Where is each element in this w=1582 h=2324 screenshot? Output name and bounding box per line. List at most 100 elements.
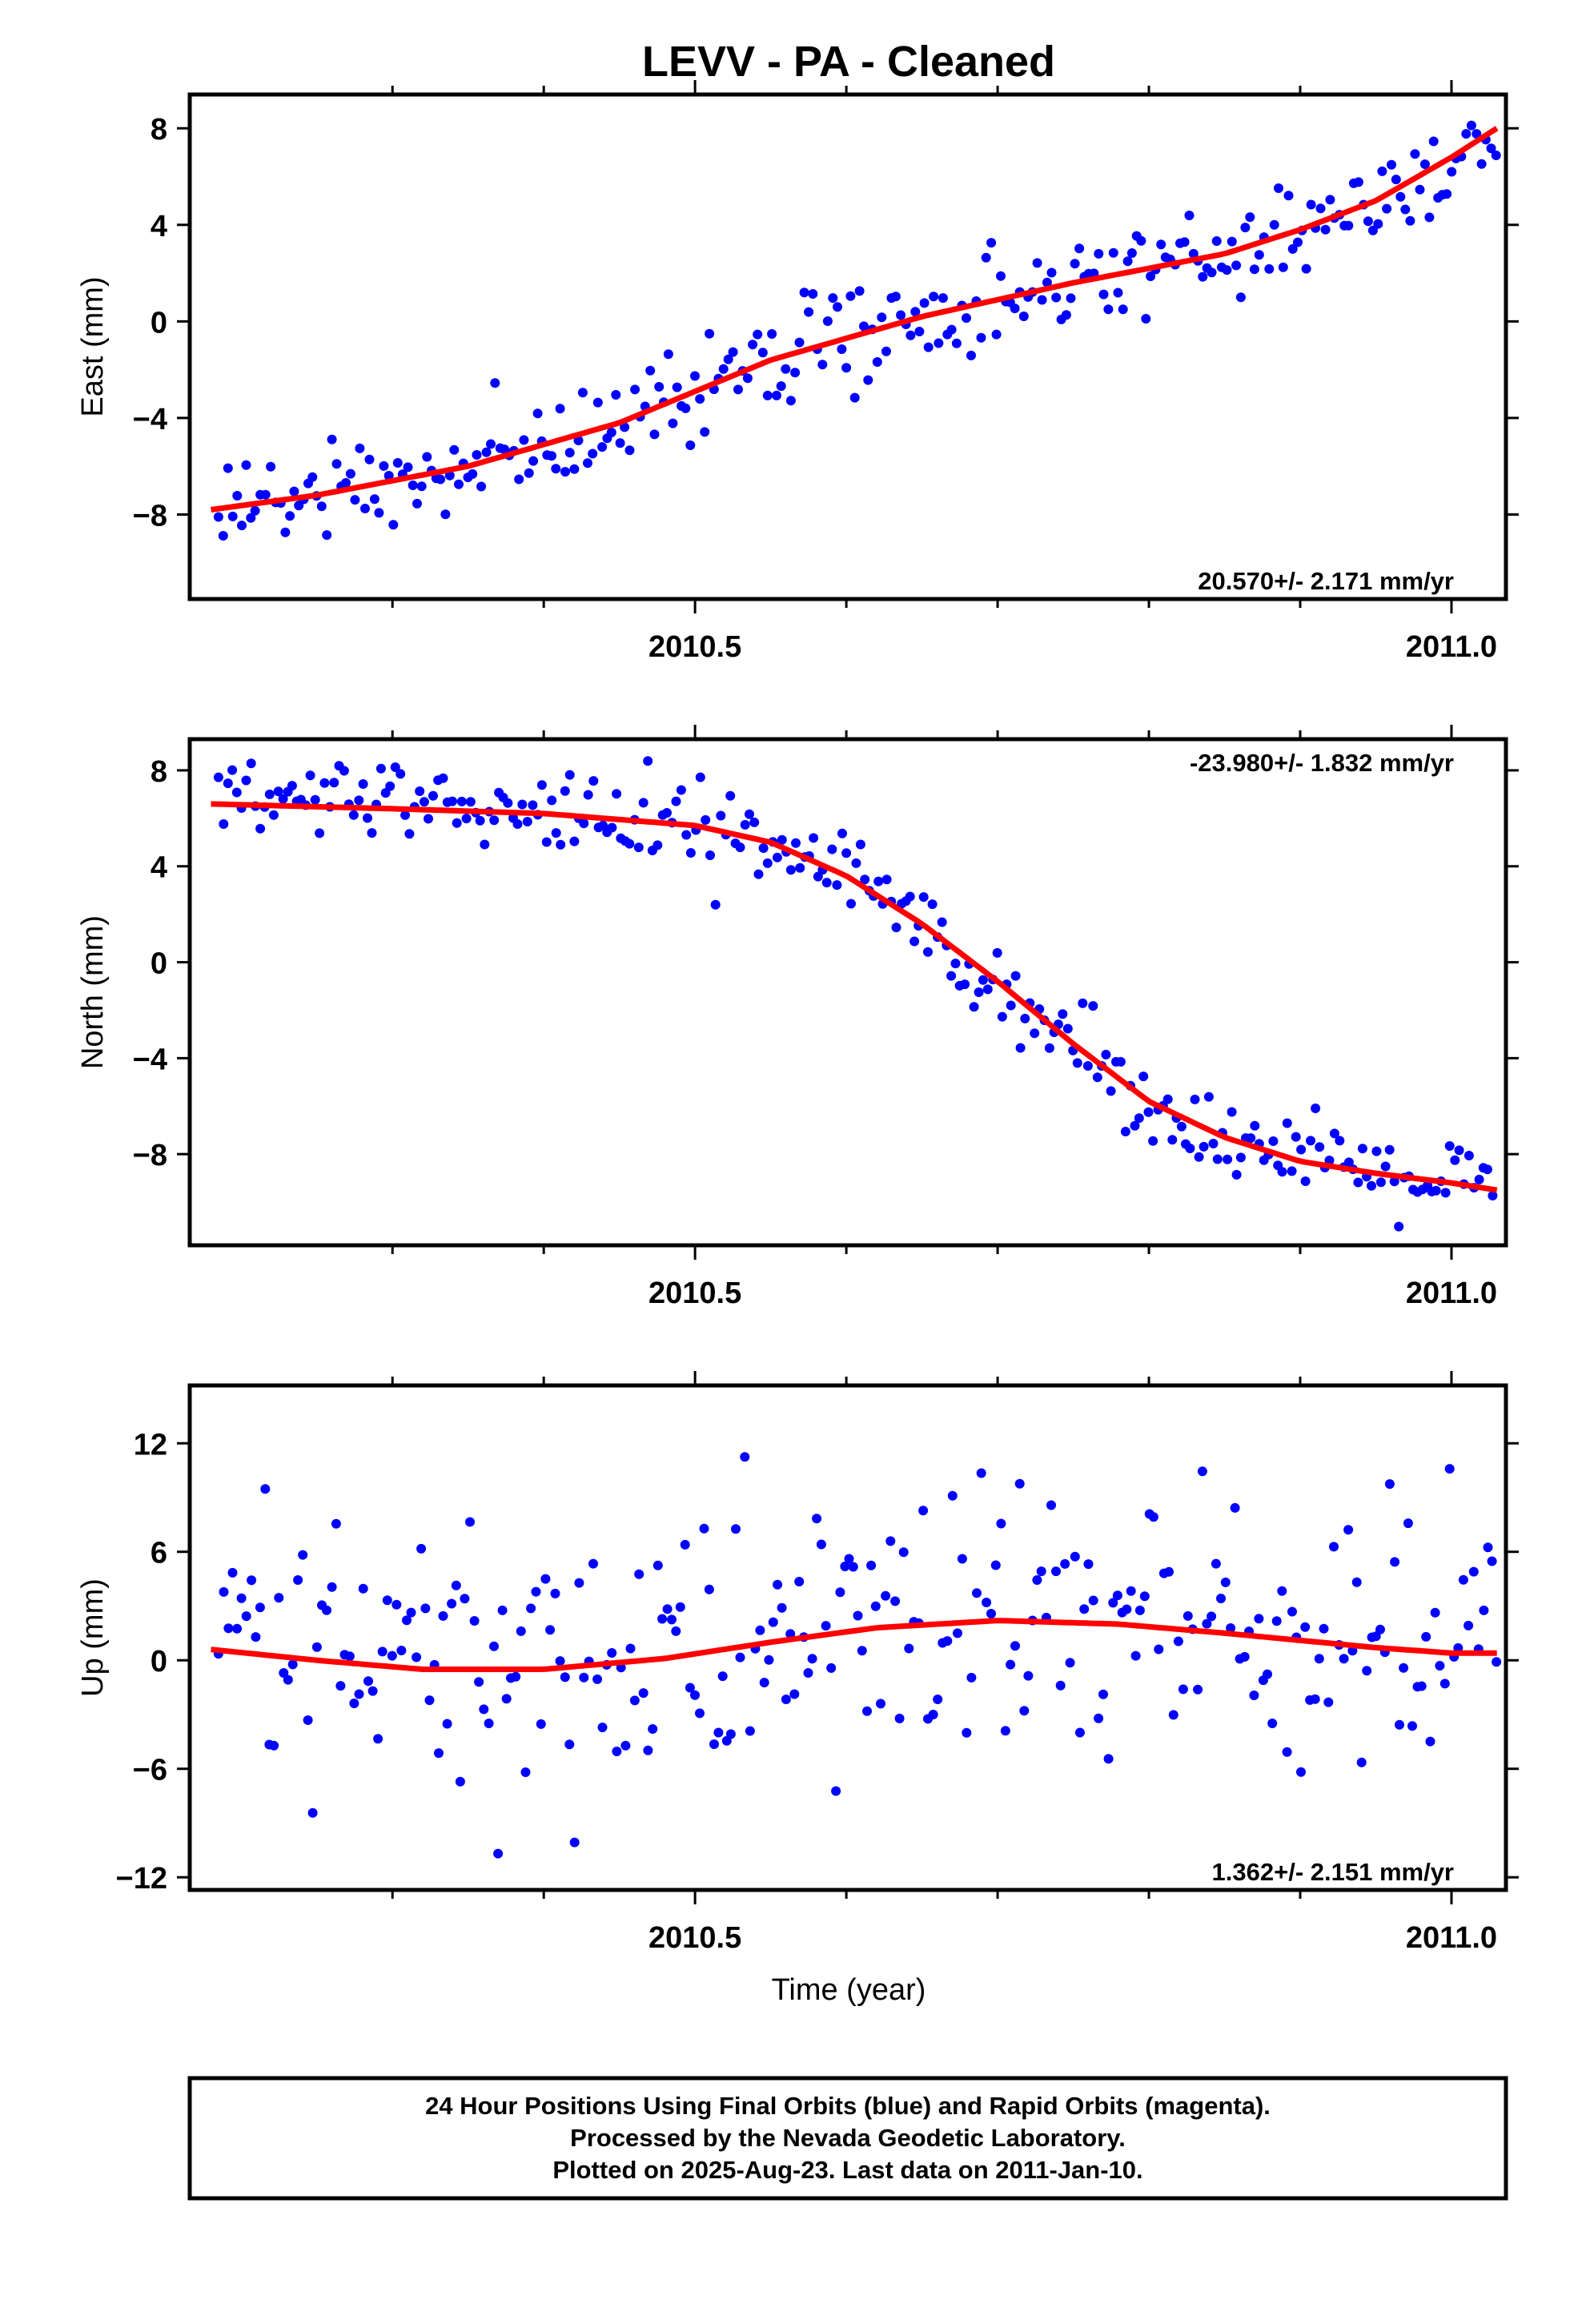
data-point <box>574 1578 584 1588</box>
data-point <box>480 839 490 850</box>
y-tick-label: 0 <box>151 947 167 981</box>
data-point <box>1439 1679 1450 1689</box>
data-point <box>1227 1107 1237 1117</box>
data-point <box>1357 1144 1367 1154</box>
data-point <box>1167 1135 1178 1145</box>
data-point <box>551 464 561 474</box>
data-point <box>1400 204 1411 215</box>
data-point <box>933 1695 943 1704</box>
data-point <box>876 1699 885 1709</box>
data-point <box>1269 219 1279 230</box>
data-point <box>735 1652 745 1663</box>
data-point <box>1156 239 1166 250</box>
data-point <box>358 779 368 789</box>
data-point <box>358 1583 368 1594</box>
data-point <box>264 789 275 799</box>
rate-label: 1.362+/- 2.151 mm/yr <box>1212 1858 1454 1886</box>
data-point <box>1387 159 1396 170</box>
data-point <box>588 1558 598 1569</box>
data-point <box>1384 1144 1395 1155</box>
data-point <box>807 1654 817 1664</box>
data-point <box>1019 1706 1030 1716</box>
data-point <box>758 843 769 853</box>
data-point <box>1138 1072 1149 1082</box>
data-point <box>1419 159 1430 170</box>
data-point <box>1164 1566 1174 1577</box>
data-point <box>255 1602 265 1613</box>
y-tick-label: −12 <box>116 1862 167 1896</box>
data-point <box>514 474 524 485</box>
data-point <box>1051 292 1062 303</box>
data-point <box>1424 212 1435 223</box>
data-point <box>1363 216 1373 227</box>
data-point <box>519 435 529 445</box>
data-point <box>408 480 418 490</box>
data-point <box>849 392 860 403</box>
data-point <box>501 1694 512 1704</box>
data-point <box>799 287 809 298</box>
data-point <box>790 368 801 378</box>
data-point <box>484 1719 494 1728</box>
plot-area-north <box>211 756 1498 1232</box>
data-point <box>1287 1606 1297 1617</box>
y-axis-label: North (mm) <box>76 915 110 1069</box>
data-point <box>638 798 648 808</box>
data-point <box>1287 243 1298 254</box>
data-point <box>1010 1641 1020 1651</box>
data-point <box>781 364 791 374</box>
data-point <box>213 772 223 782</box>
data-point <box>1353 1177 1363 1188</box>
data-point <box>1106 1086 1116 1096</box>
data-point <box>551 828 561 838</box>
data-point <box>676 785 686 795</box>
data-point <box>662 1604 673 1614</box>
data-point <box>809 833 819 843</box>
y-tick-label: −8 <box>133 499 167 533</box>
data-point <box>795 862 805 873</box>
data-point <box>832 880 842 891</box>
plot-frame <box>187 92 1508 601</box>
data-point <box>461 814 472 824</box>
y-tick-label: 0 <box>151 306 167 340</box>
data-point <box>976 1468 986 1478</box>
data-point <box>424 814 433 824</box>
data-point <box>416 1543 427 1554</box>
data-point <box>597 1723 608 1732</box>
data-point <box>1227 236 1237 247</box>
data-point <box>966 350 976 360</box>
data-point <box>350 495 360 505</box>
chart-title: LEVV - PA - Cleaned <box>642 38 1055 86</box>
data-point <box>1046 1500 1056 1510</box>
data-point <box>914 327 925 336</box>
data-point <box>667 1614 677 1625</box>
data-point <box>962 1727 972 1738</box>
data-point <box>685 1683 695 1693</box>
data-point <box>996 271 1006 281</box>
data-point <box>745 809 754 819</box>
data-point <box>1212 1154 1223 1164</box>
data-point <box>1211 236 1222 246</box>
data-point <box>341 478 351 488</box>
data-point <box>438 773 448 783</box>
data-point <box>700 427 710 437</box>
data-point <box>363 1676 373 1687</box>
data-point <box>1268 1136 1279 1146</box>
data-point <box>794 1577 805 1586</box>
data-point <box>1311 1104 1321 1113</box>
data-point <box>1293 237 1303 247</box>
panels-layer: 8 4 0 −4 −8 2010.5 2011.0 East (mm) 20.570+/- 2.… <box>76 80 1519 1955</box>
data-point <box>1389 1176 1399 1187</box>
data-point <box>1082 1061 1093 1071</box>
data-point <box>624 445 635 456</box>
data-point <box>1098 289 1109 300</box>
data-point <box>607 822 617 833</box>
data-point <box>663 349 673 360</box>
data-point <box>1020 1013 1030 1023</box>
data-point <box>1296 1767 1306 1777</box>
data-point <box>1240 223 1251 233</box>
data-point <box>1250 1120 1260 1131</box>
data-point <box>657 1614 668 1624</box>
data-point <box>440 509 451 520</box>
data-point <box>881 1590 891 1601</box>
data-point <box>268 810 279 820</box>
